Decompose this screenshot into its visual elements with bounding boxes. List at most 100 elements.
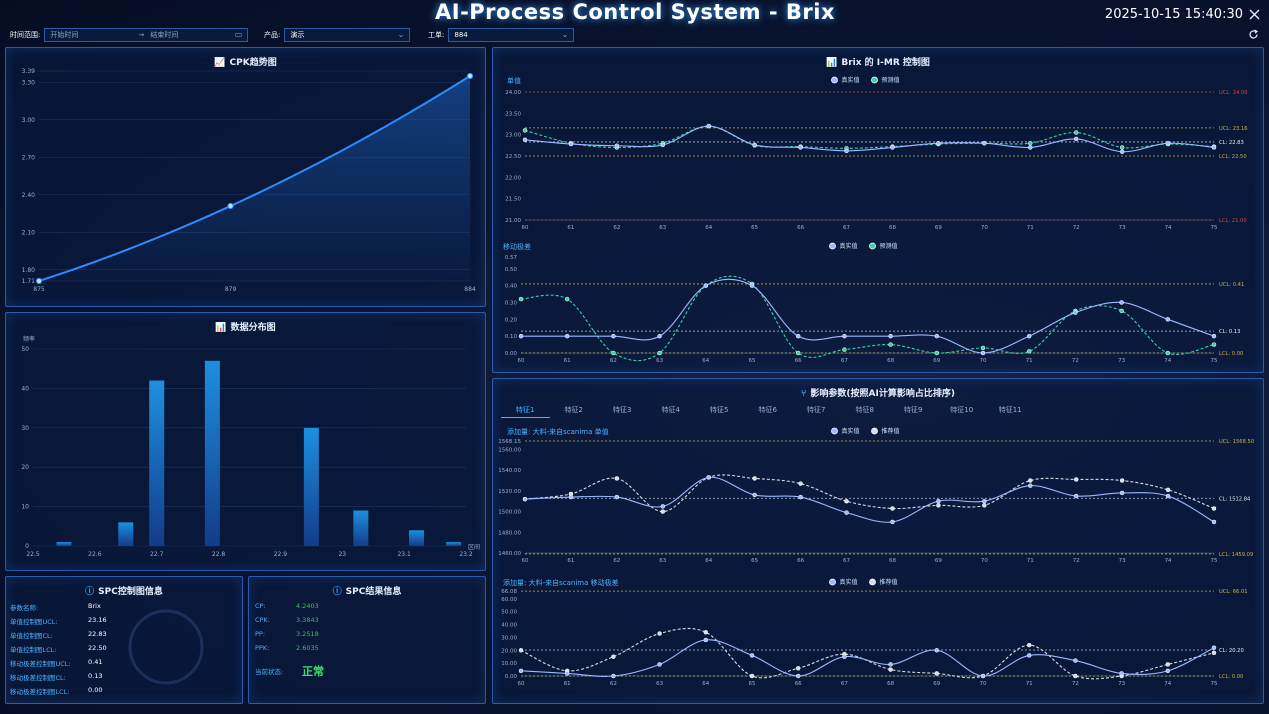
control-chart-xtick: 66 bbox=[797, 558, 804, 564]
control-chart-ylabel: 单值 bbox=[507, 76, 521, 85]
series-point-pred bbox=[1119, 308, 1124, 314]
control-chart-xtick: 68 bbox=[887, 681, 894, 687]
control-chart-ytick: 0.30 bbox=[505, 300, 518, 306]
product-select[interactable]: 演示 ⌄ bbox=[284, 28, 411, 42]
tab-feature-7[interactable]: 特征7 bbox=[807, 406, 826, 414]
order-select[interactable]: 884 ⌄ bbox=[448, 28, 575, 42]
dist-xtick: 23 bbox=[338, 551, 346, 558]
control-chart-xtick: 63 bbox=[659, 558, 666, 564]
series-point-pred bbox=[1211, 342, 1217, 347]
series-point-real bbox=[568, 141, 574, 147]
series-point-pred bbox=[611, 654, 616, 659]
tab-feature-8[interactable]: 特征8 bbox=[855, 406, 874, 414]
spc-info-key: 参数名称: bbox=[10, 604, 39, 612]
control-chart-xtick: 64 bbox=[705, 225, 712, 231]
series-point-real bbox=[1026, 653, 1032, 658]
control-chart-xtick: 64 bbox=[702, 681, 709, 687]
spc-result-key: CP: bbox=[255, 602, 266, 610]
imr-panel: 📊 Brix 的 I-MR 控制图 单值 真实值 预测值 21.00 21.50 22.00… bbox=[492, 47, 1264, 373]
tab-feature-9[interactable]: 特征9 bbox=[904, 406, 923, 414]
series-point-real bbox=[518, 668, 524, 674]
refresh-icon[interactable] bbox=[1248, 29, 1259, 40]
control-limit-label-ucl2: UCL: 23.16 bbox=[1219, 126, 1248, 132]
control-chart-xtick: 63 bbox=[656, 358, 663, 364]
control-limit-label-lcl2: LCL: 22.50 bbox=[1219, 154, 1247, 160]
series-point-real bbox=[1073, 310, 1078, 315]
cpk-ytick: 2.10 bbox=[22, 229, 36, 236]
spc-info-value: 22.50 bbox=[88, 644, 107, 652]
spc-result-row: PP: 3.2518 bbox=[255, 630, 455, 640]
series-point-real bbox=[1073, 493, 1079, 499]
control-chart-xtick: 70 bbox=[980, 358, 987, 364]
fullscreen-icon[interactable] bbox=[1249, 9, 1260, 20]
control-chart-xtick: 69 bbox=[935, 225, 942, 231]
control-chart-ytick: 21.50 bbox=[505, 197, 521, 203]
dist-bar bbox=[409, 530, 425, 546]
series-point-pred bbox=[1165, 350, 1171, 356]
control-chart-xtick: 74 bbox=[1164, 358, 1171, 364]
series-point-real bbox=[1165, 668, 1171, 674]
spc-result-title-text: SPC结果信息 bbox=[345, 587, 402, 597]
cpk-xtick: 879 bbox=[225, 286, 237, 293]
status-label: 当前状态: bbox=[255, 668, 284, 676]
series-point-real bbox=[980, 350, 986, 356]
series-point-real bbox=[660, 504, 666, 509]
cpk-xtick: 875 bbox=[33, 286, 45, 293]
control-chart-xtick: 65 bbox=[749, 358, 756, 364]
series-point-real bbox=[749, 653, 755, 658]
series-point-real bbox=[752, 142, 757, 148]
cpk-area bbox=[39, 76, 470, 281]
control-chart-xtick: 65 bbox=[751, 558, 758, 564]
tab-feature-1[interactable]: 特征1 bbox=[501, 403, 550, 418]
dist-ytick: 50 bbox=[21, 346, 29, 353]
control-chart-ytick: 0.57 bbox=[505, 255, 518, 261]
dist-xtick: 22.6 bbox=[88, 551, 102, 558]
dist-xtick: 23.2 bbox=[459, 551, 473, 558]
series-point-pred bbox=[1119, 478, 1125, 483]
tab-feature-11[interactable]: 特征11 bbox=[998, 406, 1022, 414]
tab-feature-2[interactable]: 特征2 bbox=[564, 406, 583, 414]
start-time-input[interactable]: 开始时间 bbox=[50, 31, 79, 39]
series-point-pred bbox=[1073, 477, 1079, 482]
tab-feature-5[interactable]: 特征5 bbox=[710, 406, 729, 414]
spc-result-key: PP: bbox=[255, 630, 266, 638]
end-time-input[interactable]: 结束时间 bbox=[150, 31, 179, 39]
series-point-pred bbox=[703, 630, 709, 635]
series-point-pred bbox=[798, 481, 803, 486]
date-range-input[interactable]: 开始时间 → 结束时间 ▭ bbox=[44, 28, 249, 42]
spc-info-row: 单值控制图UCL: 23.16 bbox=[10, 616, 210, 626]
tab-feature-3[interactable]: 特征3 bbox=[613, 406, 632, 414]
spc-result-title: ⓘ SPC结果信息 bbox=[249, 584, 485, 597]
series-point-pred bbox=[1211, 506, 1217, 511]
distribution-title: 📊 数据分布图 bbox=[6, 320, 485, 333]
series-point-real bbox=[844, 510, 849, 515]
control-chart-xtick: 73 bbox=[1119, 225, 1126, 231]
dist-ytick: 10 bbox=[21, 504, 29, 511]
control-chart-xtick: 65 bbox=[751, 225, 758, 231]
spc-info-key: 移动极差控制图UCL: bbox=[10, 660, 71, 668]
series-point-pred bbox=[564, 296, 570, 302]
cpk-ytick: 3.00 bbox=[22, 117, 36, 124]
product-select-value: 演示 bbox=[290, 31, 305, 39]
series-point-real bbox=[1211, 645, 1217, 650]
control-chart-xtick: 72 bbox=[1073, 558, 1080, 564]
series-point-real bbox=[982, 498, 987, 504]
control-chart-xtick: 68 bbox=[887, 358, 894, 364]
tab-feature-6[interactable]: 特征6 bbox=[758, 406, 777, 414]
legend-marker-pred bbox=[871, 76, 878, 84]
calendar-icon[interactable]: ▭ bbox=[234, 30, 243, 39]
spc-result-key: CPK: bbox=[255, 616, 270, 624]
control-chart-xtick: 74 bbox=[1164, 681, 1171, 687]
control-chart-xtick: 73 bbox=[1119, 558, 1126, 564]
control-chart-xtick: 69 bbox=[933, 358, 940, 364]
tab-feature-4[interactable]: 特征4 bbox=[661, 406, 680, 414]
imr-charts: 单值 真实值 预测值21.0021.5022.0022.5023.0023.5024… bbox=[503, 76, 1248, 364]
series-point-pred bbox=[888, 342, 893, 347]
control-chart-xtick: 67 bbox=[841, 358, 848, 364]
cpk-line bbox=[38, 75, 471, 282]
series-point-pred bbox=[518, 648, 524, 653]
tab-feature-10[interactable]: 特征10 bbox=[950, 406, 974, 414]
control-chart-xtick: 67 bbox=[843, 558, 850, 564]
series-point-pred bbox=[657, 350, 662, 356]
series-point-pred bbox=[934, 671, 940, 676]
